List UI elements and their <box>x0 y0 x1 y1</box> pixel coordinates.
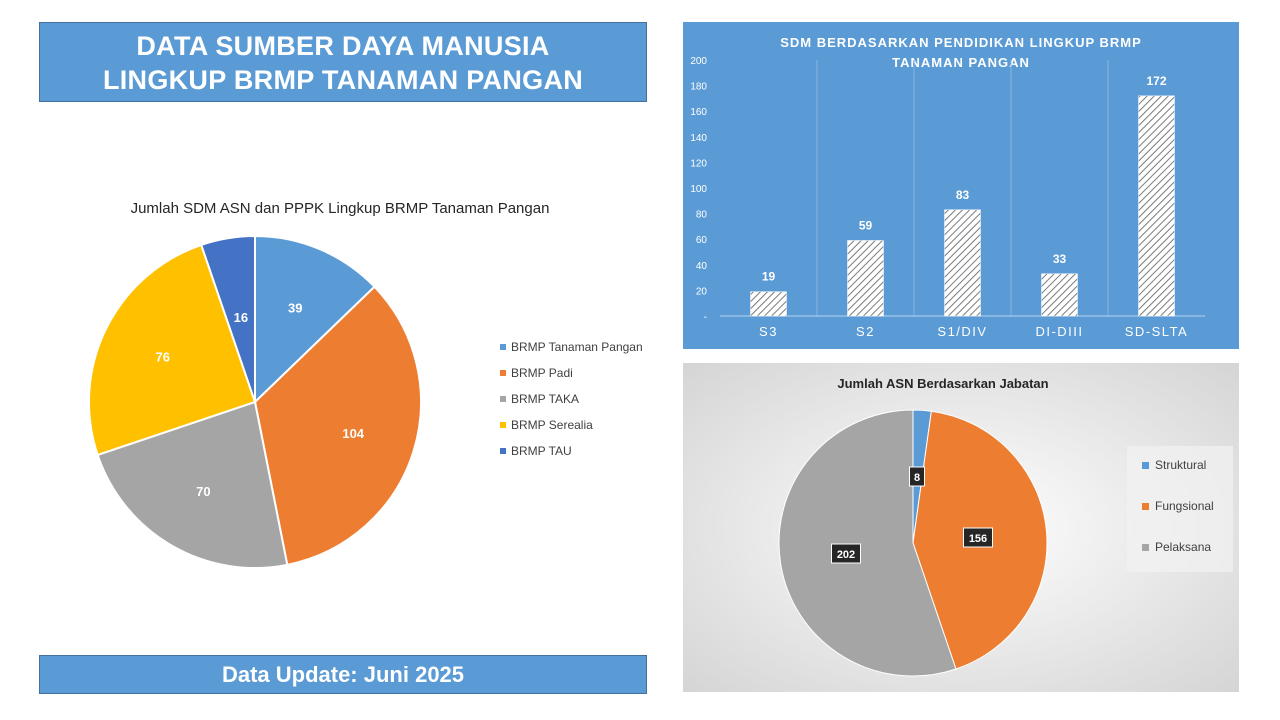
bar-ytick-4: 80 <box>696 210 708 221</box>
pie1-data-label-4: 16 <box>234 310 248 325</box>
data-update-footer: Data Update: Juni 2025 <box>39 655 647 694</box>
pie1-legend-swatch-4 <box>500 448 506 454</box>
bar-ytick-0: - <box>704 312 707 323</box>
bar-ytick-7: 140 <box>690 133 707 144</box>
bar-category-label-4: SD-SLTA <box>1125 324 1188 339</box>
pie1-data-label-0: 39 <box>288 300 302 315</box>
pie1-slice-2 <box>96 400 289 569</box>
bar-category-label-3: DI-DIII <box>1035 324 1083 339</box>
page-title-line2: LINGKUP BRMP TANAMAN PANGAN <box>102 65 584 95</box>
position-pie-panel: Jumlah ASN Berdasarkan Jabatan 8 156 202 Str… <box>683 363 1239 692</box>
pie1-slice-0 <box>254 234 376 405</box>
bar-category-label-0: S3 <box>759 324 778 339</box>
bar-ytick-10: 200 <box>690 56 707 67</box>
bar-category-label-1: S2 <box>856 324 875 339</box>
pie1-legend-swatch-2 <box>500 396 506 402</box>
bar-0 <box>750 291 787 317</box>
pie2-legend-swatch-1 <box>1142 503 1149 510</box>
pie2-data-label-2: 202 <box>837 549 855 561</box>
bar-ytick-6: 120 <box>690 158 707 169</box>
bar-title-line2: TANAMAN PANGAN <box>892 55 1030 70</box>
bar-ytick-8: 160 <box>690 107 707 118</box>
pie1-data-label-1: 104 <box>342 426 364 441</box>
pie2-data-label-0: 8 <box>914 472 920 484</box>
pie1-legend-swatch-3 <box>500 422 506 428</box>
page-title: DATA SUMBER DAYA MANUSIA LINGKUP BRMP TA… <box>39 22 647 102</box>
pie1-legend-label-1: BRMP Padi <box>511 366 573 380</box>
position-pie-chart: Jumlah ASN Berdasarkan Jabatan 8 156 202 Str… <box>683 363 1239 692</box>
pie2-legend-swatch-2 <box>1142 544 1149 551</box>
pie2-legend-label-0: Struktural <box>1155 458 1206 472</box>
bar-data-label-4: 172 <box>1146 74 1166 88</box>
pie1-legend-swatch-0 <box>500 344 506 350</box>
bar-title-line1: SDM BERDASARKAN PENDIDIKAN LINGKUP BRMP <box>780 35 1142 50</box>
bar-data-label-0: 19 <box>762 270 776 284</box>
bar-ytick-3: 60 <box>696 235 708 246</box>
bar-category-label-2: S1/DIV <box>937 324 987 339</box>
bar-data-label-1: 59 <box>859 218 873 232</box>
pie1-legend-swatch-1 <box>500 370 506 376</box>
pie1-legend-label-3: BRMP Serealia <box>511 418 593 432</box>
pie1-data-label-3: 76 <box>155 349 169 364</box>
pie1-legend-label-0: BRMP Tanaman Pangan <box>511 340 643 354</box>
bar-3 <box>1041 273 1078 317</box>
pie1-data-label-2: 70 <box>196 484 210 499</box>
pie1-legend-label-4: BRMP TAU <box>511 444 572 458</box>
sdm-total-pie-chart: Jumlah SDM ASN dan PPPK Lingkup BRMP Tan… <box>88 200 643 569</box>
bar-ytick-1: 20 <box>696 286 708 297</box>
pie2-title: Jumlah ASN Berdasarkan Jabatan <box>837 376 1048 391</box>
pie2-data-label-box-1 <box>963 527 993 548</box>
bar-data-label-3: 33 <box>1053 252 1067 266</box>
pie1-slice-1 <box>253 285 422 567</box>
pie1-title: Jumlah SDM ASN dan PPPK Lingkup BRMP Tan… <box>131 200 550 217</box>
bar-2 <box>944 209 981 317</box>
bar-1 <box>847 240 884 317</box>
pie2-legend-label-1: Fungsional <box>1155 499 1214 513</box>
pie2-data-label-1: 156 <box>969 533 987 545</box>
pie2-data-label-box-0 <box>909 466 925 487</box>
pie2-legend-swatch-0 <box>1142 462 1149 469</box>
pie2-data-label-box-2 <box>831 543 861 564</box>
pie1-slice-3 <box>88 243 257 457</box>
pie2-legend-label-2: Pelaksana <box>1155 540 1211 554</box>
bar-ytick-5: 100 <box>690 184 707 195</box>
pie1-slice-4 <box>200 234 256 403</box>
bar-ytick-9: 180 <box>690 82 707 93</box>
bar-4 <box>1138 95 1175 317</box>
pie1-legend-label-2: BRMP TAKA <box>511 392 579 406</box>
bar-ytick-2: 40 <box>696 261 708 272</box>
education-bar-chart: SDM BERDASARKAN PENDIDIKAN LINGKUP BRMP T… <box>683 22 1239 349</box>
page-title-line1: DATA SUMBER DAYA MANUSIA <box>136 31 550 61</box>
bar-data-label-2: 83 <box>956 188 970 202</box>
